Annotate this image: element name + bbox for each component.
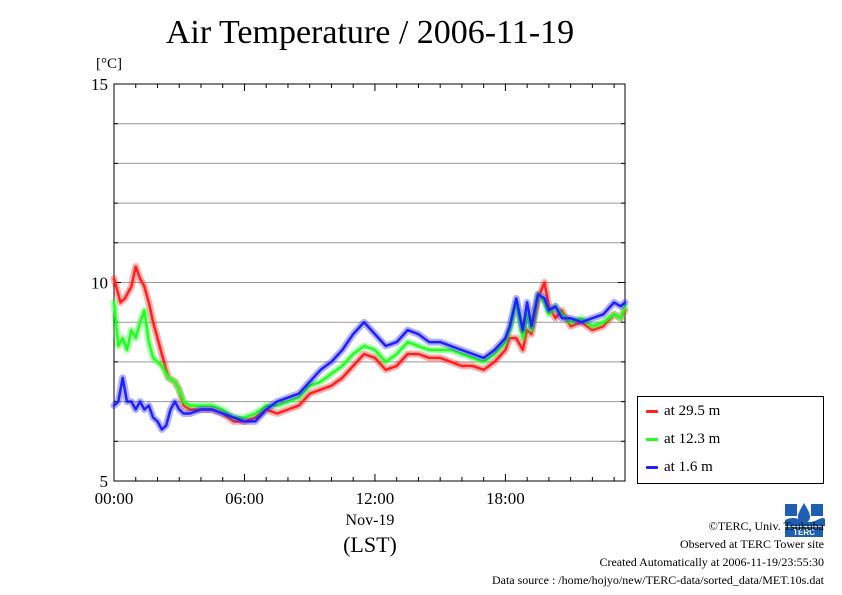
x-axis-date-label: Nov-19 (345, 512, 395, 529)
footer-copyright: ©TERC, Univ. Tsukuba (708, 519, 824, 533)
legend-item-1m: at 1.6 m (646, 457, 713, 477)
x-tick-label: 06:00 (225, 489, 264, 508)
series-line-1 (112, 293, 627, 419)
legend-label-12m: at 12.3 m (664, 431, 721, 447)
x-tick-label: 18:00 (486, 489, 525, 508)
chart-title: Air Temperature / 2006-11-19 (165, 14, 575, 51)
legend-swatch-12m (646, 438, 658, 442)
legend-item-29m: at 29.5 m (646, 401, 720, 421)
x-tick-label: 12:00 (356, 489, 395, 508)
legend-swatch-29m (646, 410, 658, 414)
footer-observed: Observed at TERC Tower site (679, 537, 824, 551)
legend: at 29.5 m at 12.3 m at 1.6 m (637, 396, 824, 484)
y-axis-label: [°C] (96, 56, 122, 72)
footer-created: Created Automatically at 2006-11-19/23:5… (599, 555, 824, 569)
legend-label-1m: at 1.6 m (664, 459, 713, 475)
logo-text: TERC (793, 528, 815, 537)
terc-logo-icon: TERC (783, 500, 825, 538)
legend-swatch-1m (646, 466, 658, 470)
footer-source: Data source : /home/hojyo/new/TERC-data/… (491, 573, 824, 587)
x-tick-label: 00:00 (95, 489, 134, 508)
y-tick-label: 15 (91, 75, 108, 94)
x-axis-timezone-label: (LST) (343, 532, 397, 557)
legend-label-29m: at 29.5 m (664, 403, 721, 419)
y-tick-label: 10 (91, 274, 108, 293)
legend-item-12m: at 12.3 m (646, 429, 720, 449)
y-tick-label: 5 (100, 472, 109, 491)
series-line-0 (112, 265, 627, 423)
series-line-2 (112, 293, 627, 431)
series-line-halo-0 (110, 263, 629, 425)
